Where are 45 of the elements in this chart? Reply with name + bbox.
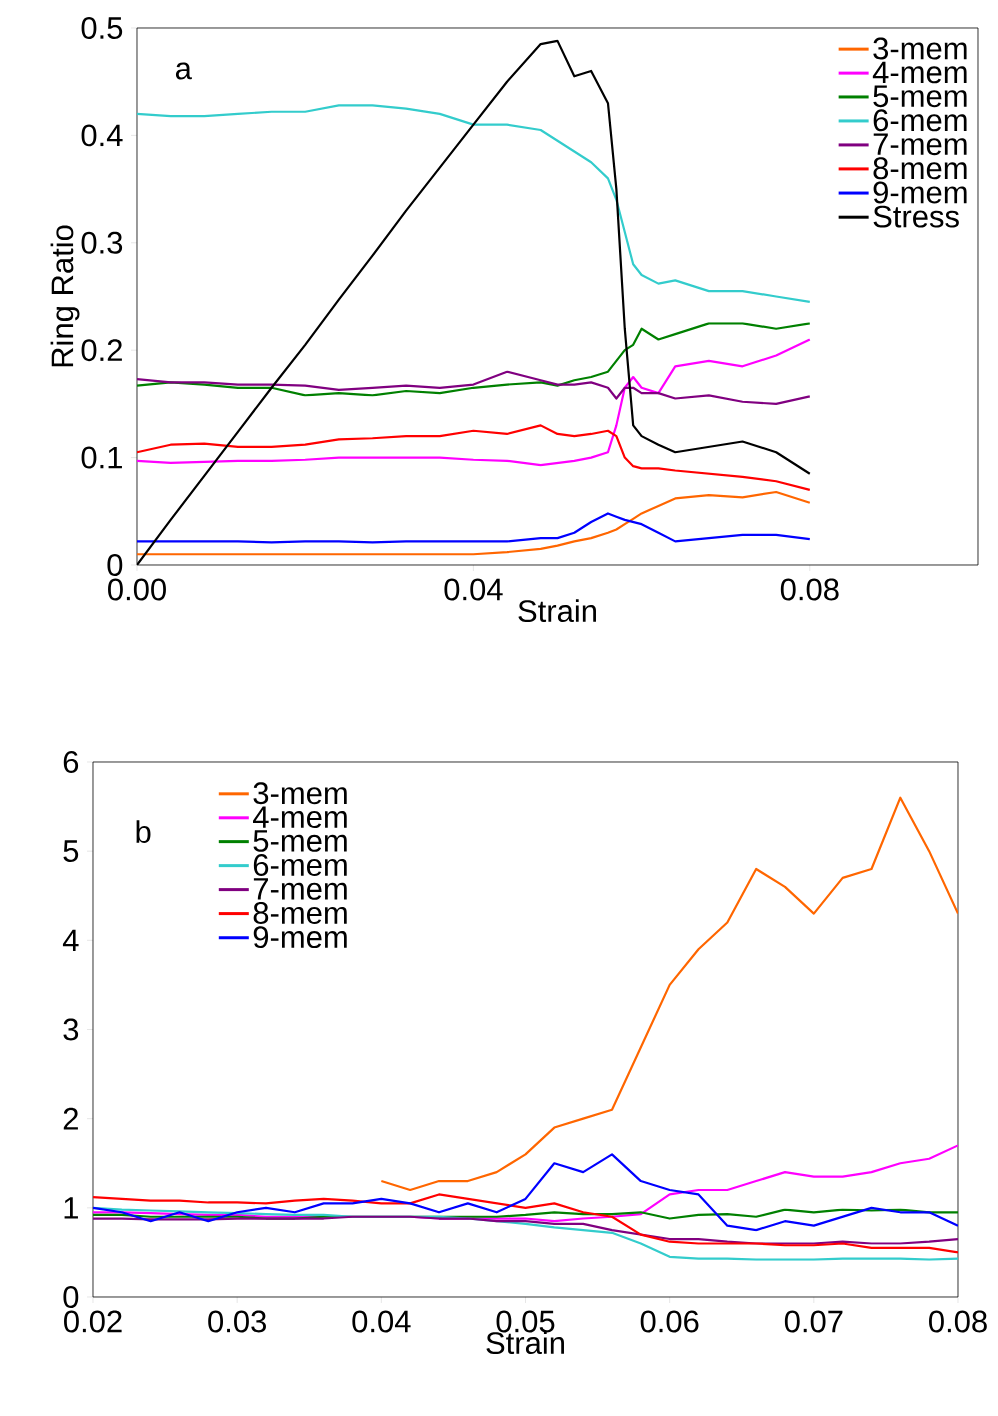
annotation: a: [175, 62, 192, 80]
legend-label: 8-mem: [253, 902, 347, 924]
y-tick-label: 3: [63, 1018, 79, 1041]
legend-label: Stress: [873, 205, 959, 228]
x-tick-label: 0.04: [444, 578, 503, 601]
y-tick-label: 1: [64, 1197, 78, 1219]
y-tick-label: 0.4: [81, 124, 123, 147]
y-tick-label: 6: [63, 751, 79, 773]
legend-label: 7-mem: [873, 133, 967, 156]
legend-label: 4-mem: [253, 806, 347, 829]
annotation: b: [136, 820, 151, 843]
y-tick-label: 0.1: [81, 446, 122, 469]
x-tick-label: 0.07: [784, 1310, 843, 1333]
legend-label: 6-mem: [873, 109, 967, 132]
legend-label: 5-mem: [253, 830, 347, 852]
x-axis-title: Strain: [486, 1331, 564, 1355]
y-tick-label: 0.2: [81, 339, 122, 362]
y-tick-label: 0: [107, 554, 123, 576]
legend-label: 5-mem: [873, 85, 967, 108]
line-series: [137, 322, 811, 397]
y-tick-label: 0: [63, 1286, 79, 1308]
line-series: [137, 370, 811, 405]
x-axis-title: Strain: [518, 599, 596, 623]
x-tick-label: 0.08: [929, 1310, 987, 1333]
y-tick-label: 4: [62, 929, 79, 951]
legend-label: 8-mem: [873, 157, 967, 180]
x-tick-label: 0.08: [780, 578, 839, 601]
x-tick-label: 0.04: [352, 1310, 411, 1333]
legend-label: 9-mem: [873, 181, 967, 204]
y-tick-label: 2: [63, 1107, 78, 1130]
x-tick-label: 0.06: [640, 1310, 699, 1333]
legend-label: 6-mem: [253, 854, 347, 876]
legend-label: 4-mem: [872, 61, 967, 84]
x-tick-label: 0.02: [64, 1310, 122, 1333]
y-tick-label: 0.3: [81, 231, 123, 254]
legend-label: 7-mem: [253, 878, 347, 900]
legend-label: 3-mem: [873, 37, 967, 60]
legend-label: 9-mem: [253, 926, 347, 949]
legend-label: 3-mem: [253, 782, 347, 805]
y-tick-label: 0.5: [81, 17, 123, 39]
x-tick-label: 0.00: [108, 578, 166, 601]
x-tick-label: 0.03: [208, 1310, 266, 1333]
x-tick-label: 0.05: [496, 1310, 555, 1333]
y-axis-title: Ring Ratio: [50, 225, 80, 367]
y-tick-label: 5: [63, 840, 79, 862]
